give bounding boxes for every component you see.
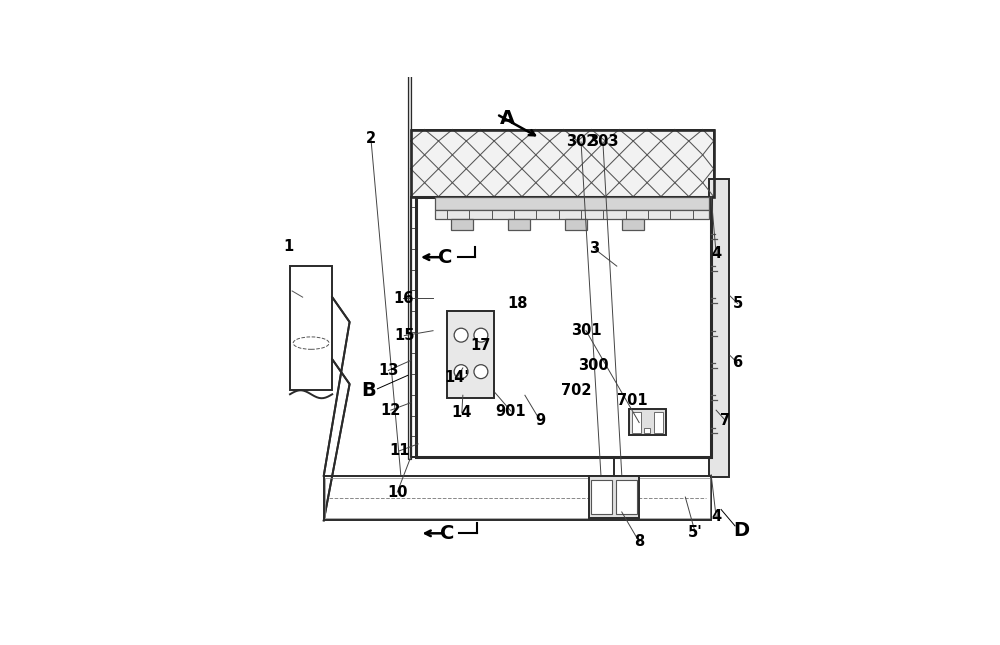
Text: 12: 12 (381, 402, 401, 418)
Circle shape (474, 364, 488, 379)
Text: 2: 2 (366, 132, 376, 146)
Bar (290, 266, 332, 390)
Bar (508, 219, 530, 230)
Text: 16: 16 (393, 291, 413, 306)
Bar (709, 179, 729, 477)
Text: 3: 3 (589, 241, 600, 256)
Text: 901: 901 (496, 404, 526, 419)
Bar (629, 409, 666, 435)
Bar (422, 234, 431, 244)
Bar (622, 219, 644, 230)
Bar (451, 219, 473, 230)
Bar (411, 130, 714, 197)
Bar (325, 478, 710, 518)
Bar (411, 197, 714, 201)
Circle shape (474, 328, 488, 342)
Text: 15: 15 (394, 328, 414, 343)
Text: 14': 14' (444, 370, 469, 385)
Text: B: B (361, 381, 376, 400)
Text: 1: 1 (283, 239, 293, 253)
Text: 10: 10 (387, 484, 408, 500)
Text: 702: 702 (561, 382, 591, 398)
Text: 300: 300 (578, 358, 608, 373)
Bar (422, 422, 431, 433)
Bar (422, 255, 431, 266)
Circle shape (454, 328, 468, 342)
Polygon shape (324, 297, 350, 521)
Text: 701: 701 (617, 393, 648, 408)
Text: 13: 13 (378, 363, 399, 378)
Text: 301: 301 (571, 323, 601, 338)
Bar (422, 317, 431, 328)
Bar (654, 412, 663, 433)
Bar (565, 219, 587, 230)
Bar (422, 380, 431, 391)
Bar (411, 197, 435, 457)
Bar (616, 480, 637, 515)
Bar (422, 297, 431, 308)
Text: 8: 8 (634, 534, 644, 550)
Text: 6: 6 (732, 355, 743, 370)
Text: 303: 303 (588, 134, 618, 150)
Text: 4: 4 (711, 510, 721, 524)
Bar (644, 428, 650, 433)
Bar (435, 210, 709, 219)
Bar (422, 401, 431, 412)
Bar (589, 476, 639, 519)
Text: 9: 9 (535, 413, 545, 428)
Bar (411, 130, 714, 197)
Text: 4: 4 (711, 246, 721, 261)
Text: 11: 11 (389, 443, 410, 459)
Bar (447, 311, 494, 398)
Bar (422, 275, 431, 286)
Circle shape (454, 364, 468, 379)
Bar (408, 0, 411, 459)
Text: A: A (500, 108, 515, 128)
Bar (591, 480, 612, 515)
Text: 5: 5 (732, 296, 743, 311)
Bar (422, 213, 431, 224)
Text: 14: 14 (452, 405, 472, 420)
Bar (435, 197, 709, 210)
Text: D: D (733, 521, 749, 540)
Bar (422, 359, 431, 370)
Text: C: C (438, 248, 453, 266)
Bar (422, 338, 431, 349)
Text: 5': 5' (688, 525, 703, 541)
Bar (632, 412, 641, 433)
Text: 7: 7 (720, 413, 730, 428)
Bar (411, 197, 435, 457)
Text: C: C (440, 524, 454, 543)
Bar (416, 197, 711, 457)
Text: 17: 17 (470, 338, 490, 353)
Bar (324, 476, 711, 521)
Text: 18: 18 (507, 296, 528, 311)
Text: 302: 302 (566, 134, 596, 150)
